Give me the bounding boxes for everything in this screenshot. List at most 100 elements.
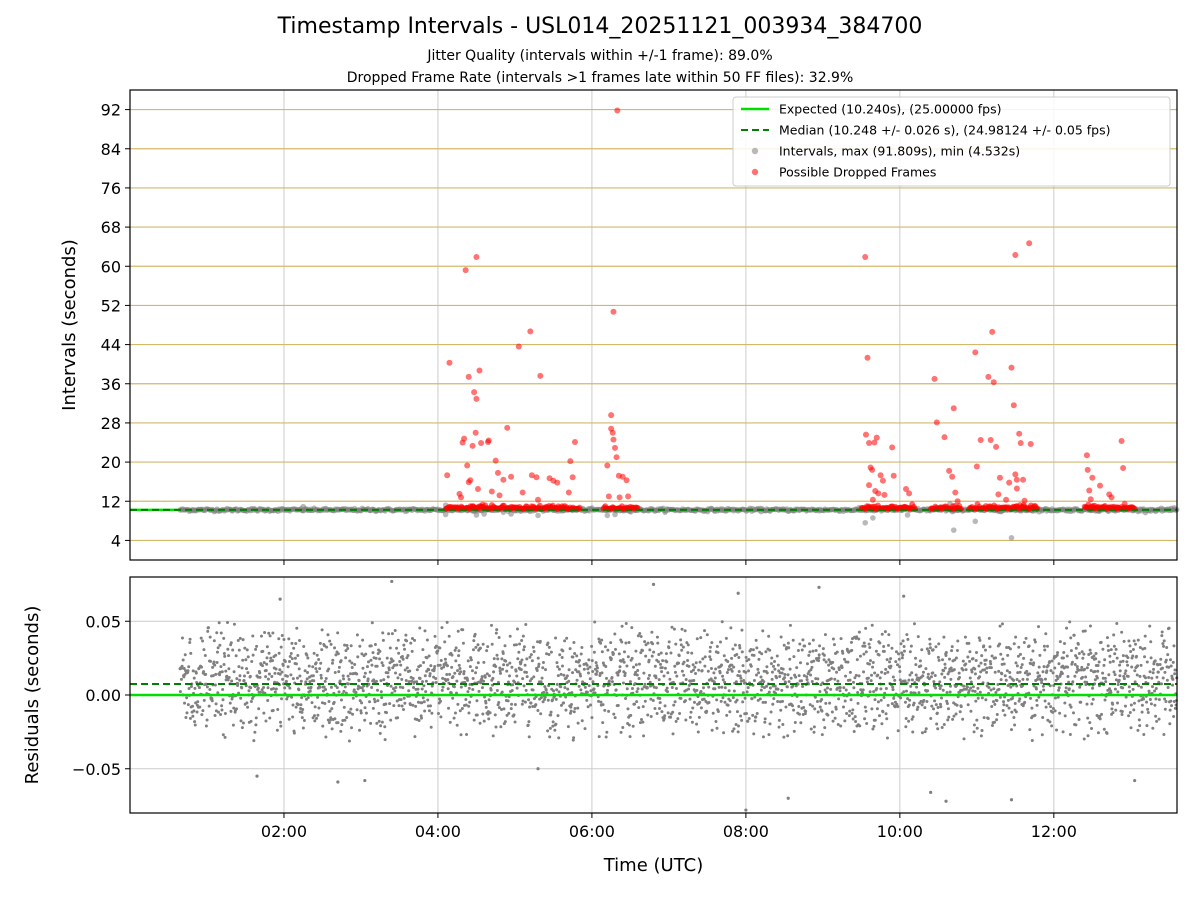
residual-point (292, 731, 296, 735)
residual-point (430, 684, 434, 688)
dropped-frame-point (881, 491, 888, 498)
residual-point (683, 629, 687, 633)
residual-point (872, 690, 876, 694)
residual-point (316, 695, 320, 699)
residual-point (643, 699, 647, 703)
residual-point (1109, 690, 1113, 694)
residual-point (515, 686, 519, 690)
residual-point (566, 725, 570, 729)
residual-point (223, 654, 227, 658)
residual-point (967, 689, 971, 693)
residual-point (361, 638, 365, 642)
residual-point (1126, 663, 1130, 667)
residual-point (1156, 670, 1160, 674)
residual-point (751, 713, 755, 717)
residual-point (831, 719, 835, 723)
residual-point (944, 654, 948, 658)
interval-point (473, 512, 480, 518)
residual-point (709, 657, 713, 661)
residual-point (761, 629, 765, 633)
residual-point (264, 675, 268, 679)
residual-point (299, 703, 303, 707)
residual-point (193, 723, 197, 727)
residual-point (265, 645, 269, 649)
dropped-frame-point (1010, 402, 1017, 409)
residual-point (1032, 684, 1036, 688)
residual-point (600, 671, 604, 675)
residual-point (398, 673, 402, 677)
residual-point (1014, 710, 1018, 714)
residual-point (386, 675, 390, 679)
residual-point (884, 667, 888, 671)
residual-point (457, 654, 461, 658)
residual-point (481, 642, 485, 646)
residual-point (445, 620, 449, 624)
residual-point (862, 652, 866, 656)
residual-point (787, 646, 791, 650)
residual-point (1012, 678, 1016, 682)
residual-point (582, 667, 586, 671)
dropped-frame-point (1120, 464, 1127, 471)
residual-point (938, 687, 942, 691)
residual-point (792, 729, 796, 733)
residual-point (410, 649, 414, 653)
residual-point (728, 710, 732, 714)
residual-point (405, 656, 409, 660)
residual-point (180, 636, 184, 640)
residual-point (527, 720, 531, 724)
residual-point (897, 657, 901, 661)
residual-point (946, 707, 950, 711)
residual-point (884, 686, 888, 690)
residual-point (772, 697, 776, 701)
residual-point (1057, 686, 1061, 690)
dropped-frame-point (903, 486, 910, 493)
residual-point (403, 701, 407, 705)
residual-point (590, 659, 594, 663)
residual-point (618, 665, 622, 669)
residual-point (773, 684, 777, 688)
residual-point (855, 658, 859, 662)
dropped-frame-point (866, 439, 873, 446)
residual-point (274, 687, 278, 691)
residual-point (205, 718, 209, 722)
residual-point (741, 664, 745, 668)
residual-point (529, 653, 533, 657)
residual-point (971, 685, 975, 689)
residual-point (1149, 702, 1153, 706)
residual-point (755, 673, 759, 677)
legend-dropped-swatch (751, 168, 759, 176)
residual-point (482, 660, 486, 664)
residual-point (648, 648, 652, 652)
residual-point (658, 701, 662, 705)
residual-point (915, 685, 919, 689)
residual-point (218, 673, 222, 677)
residual-point (376, 688, 380, 692)
residual-point (220, 704, 224, 708)
residual-point (384, 702, 388, 706)
residual-point (522, 648, 526, 652)
residual-point (1024, 636, 1028, 640)
residual-point (987, 685, 991, 689)
residual-point (543, 685, 547, 689)
intervals-ytick-label: 76 (101, 179, 121, 198)
residual-point (335, 686, 339, 690)
residual-point (858, 654, 862, 658)
residual-point (684, 718, 688, 722)
residual-point (851, 717, 855, 721)
residual-point (902, 645, 906, 649)
residual-point (901, 653, 905, 657)
residual-point (992, 687, 996, 691)
residual-point (679, 638, 683, 642)
residual-point (316, 713, 320, 717)
residual-point (1138, 724, 1142, 728)
residual-point (906, 637, 910, 641)
residual-point (585, 690, 589, 694)
residual-point (554, 636, 558, 640)
residual-point (639, 717, 643, 721)
residual-point (974, 659, 978, 663)
residual-point (1126, 674, 1130, 678)
residual-point (348, 711, 352, 715)
residual-point (683, 699, 687, 703)
residual-point (695, 722, 699, 726)
